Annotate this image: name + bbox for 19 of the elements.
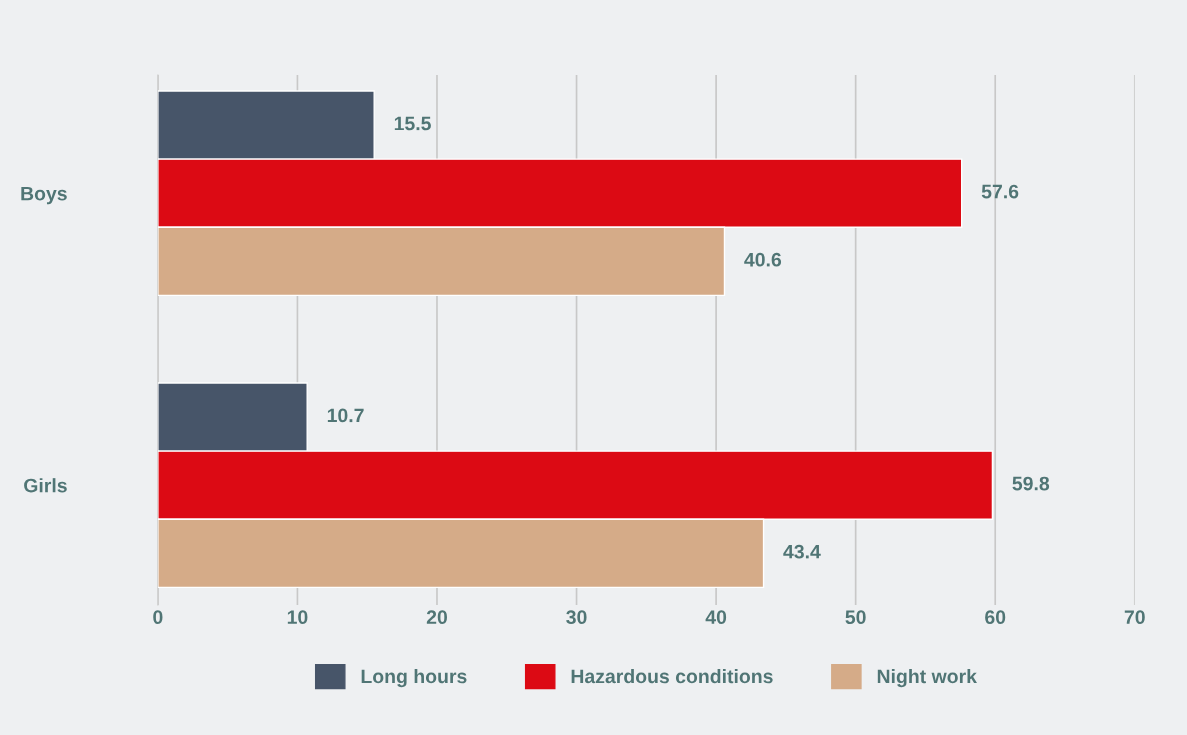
x-tick-label: 40 — [705, 610, 727, 625]
data-label: 10.7 — [327, 408, 364, 423]
x-tick-label: 70 — [1124, 610, 1145, 625]
data-label: 15.5 — [394, 116, 431, 131]
y-tick-label: Boys — [21, 186, 67, 205]
x-tick-label: 60 — [985, 610, 1006, 625]
data-label: 57.6 — [981, 184, 1019, 199]
x-tick-label: 30 — [566, 610, 587, 625]
data-label: 43.4 — [783, 544, 821, 559]
data-label: 40.6 — [744, 252, 782, 267]
x-tick-label: 10 — [287, 610, 308, 625]
legend-label: Hazardous conditions — [571, 668, 773, 684]
legend-label: Night work — [877, 668, 977, 688]
legend-label: Long hours — [361, 668, 467, 688]
x-tick-label: 50 — [845, 610, 866, 625]
data-label: 59.8 — [1012, 476, 1050, 491]
x-tick-label: 0 — [153, 610, 163, 625]
y-tick-label: Girls — [24, 478, 67, 493]
x-tick-label: 20 — [426, 610, 447, 625]
